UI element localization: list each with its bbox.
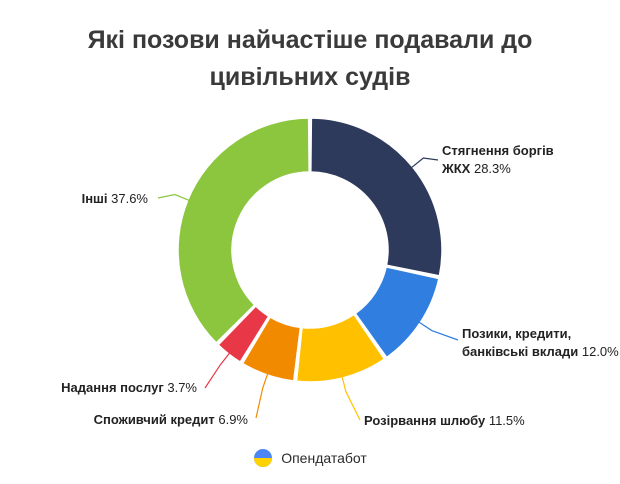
data-label: Стягнення боргів ЖКХ 28.3% (441, 143, 554, 176)
data-label: Надання послуг 3.7% (61, 380, 197, 395)
chart-title-line-1: Які позови найчастіше подавали до (87, 26, 533, 54)
chart-title: Які позови найчастіше подавали до цивіль… (0, 22, 620, 96)
donut-slice (217, 305, 270, 364)
data-label: Інші 37.6% (82, 191, 149, 206)
leader-line (157, 193, 192, 202)
leader-line (204, 350, 232, 389)
leader-line (416, 320, 459, 341)
donut-slice (354, 265, 440, 359)
leader-line (255, 370, 270, 419)
donut-chart: Стягнення боргів ЖКХ 28.3% Позики, кредити… (61, 117, 619, 428)
leader-line (340, 373, 361, 421)
brand-name: Опендатабот (281, 450, 367, 466)
data-label: Споживчий кредит 6.9% (94, 412, 249, 427)
donut-slice (295, 313, 386, 383)
donut-slice (241, 316, 302, 382)
donut-slice (310, 117, 443, 277)
donut-slice (177, 117, 310, 345)
chart-title-line-2: цивільних судів (209, 63, 411, 91)
data-label: Розірвання шлюбу 11.5% (364, 413, 525, 428)
opendatabot-logo-icon (254, 449, 273, 467)
footer: Опендатабот (0, 448, 620, 468)
data-label: Позики, кредити, банківські вклади 12.0% (462, 326, 619, 359)
leader-line (409, 157, 439, 170)
